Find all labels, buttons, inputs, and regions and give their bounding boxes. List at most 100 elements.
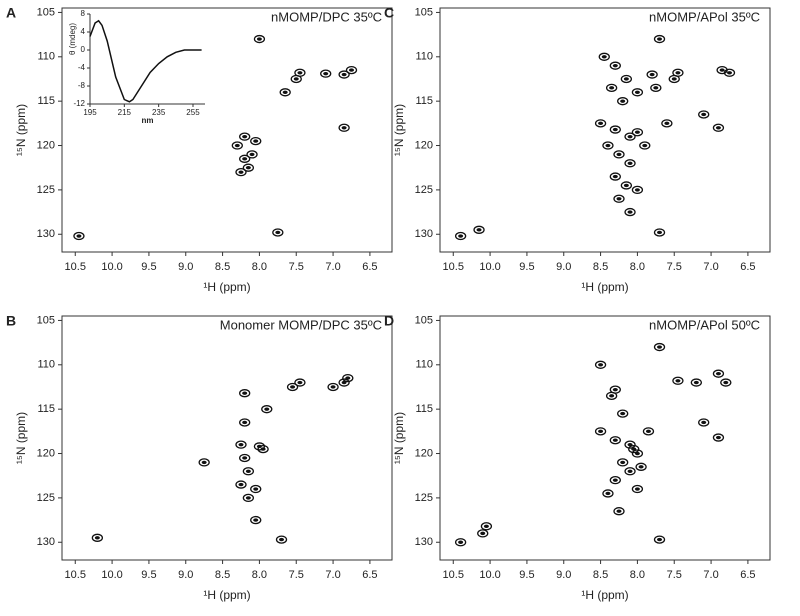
y-tick-label: 130: [415, 536, 433, 548]
peak-contour: [653, 342, 666, 352]
peak: [605, 83, 618, 93]
panel: 10.5 10.0 9.5 9.0 8.5 8.0 7.5 7.0 6.5 105 110 115 12…: [6, 5, 393, 294]
peak: [242, 493, 255, 503]
peak-contour: [609, 394, 615, 398]
peak-contour: [620, 411, 626, 416]
peak: [690, 378, 702, 387]
peak-contour: [657, 230, 663, 235]
peak-contour: [712, 369, 725, 378]
x-tick-label: 10.5: [65, 569, 86, 581]
peak: [594, 427, 607, 436]
peak: [235, 480, 247, 489]
peak-contour: [345, 376, 351, 380]
peak-contour: [239, 132, 251, 141]
peak-contour: [719, 68, 725, 72]
peak-contour: [613, 194, 625, 203]
peak: [639, 141, 651, 150]
peak-contour: [286, 382, 299, 392]
peak-contour: [624, 207, 636, 217]
panel-label: C: [384, 5, 394, 21]
x-tick-label: 10.5: [65, 261, 86, 273]
peak-contour: [264, 407, 270, 411]
peak-contour: [235, 440, 247, 449]
peak-contour: [198, 458, 210, 467]
peak-contour: [261, 405, 273, 414]
peak-contour: [94, 536, 100, 540]
panel-title: Monomer MOMP/DPC 35ºC: [220, 317, 382, 332]
peak-contour: [290, 385, 296, 389]
peak-contour: [279, 88, 291, 97]
plot-frame: [439, 315, 771, 561]
peak: [602, 141, 614, 150]
peak-contour: [605, 491, 611, 496]
peak-contour: [242, 493, 255, 503]
peak-contour: [253, 442, 266, 451]
y-tick-label: 125: [37, 184, 55, 196]
x-tick-label: 7.0: [325, 569, 340, 581]
y-tick-label: 125: [415, 492, 433, 504]
y-tick-label: 120: [415, 447, 433, 459]
peak-contour: [249, 152, 255, 157]
peak-contour: [242, 163, 255, 172]
peak-contour: [623, 77, 629, 81]
peak-contour: [624, 159, 636, 168]
peak-contour: [617, 458, 629, 467]
peak-contour: [250, 136, 262, 146]
inset-x-tick-label: 235: [152, 108, 166, 117]
x-tick-label: 7.0: [325, 261, 340, 273]
peak-contour: [617, 409, 629, 418]
peak-contour: [624, 440, 636, 449]
peak: [646, 70, 658, 79]
peak-contour: [473, 225, 485, 234]
peak-contour: [645, 429, 651, 434]
peak-contour: [609, 125, 621, 134]
peak-contour: [616, 509, 622, 513]
peak: [720, 378, 732, 387]
peak-contour: [76, 234, 82, 238]
peak-contour: [239, 389, 251, 398]
inset-y-label: θ (mdeg): [68, 23, 77, 55]
peak-contour: [664, 121, 670, 126]
y-axis-label: ¹⁵N (ppm): [14, 412, 28, 464]
peak-contour: [242, 467, 255, 476]
x-tick-label: 7.5: [667, 261, 682, 273]
peak-contour: [253, 139, 259, 143]
inset-y-tick-label: -12: [73, 99, 85, 108]
peak-contour: [620, 74, 633, 84]
peak: [477, 529, 489, 538]
peak-contour: [650, 83, 662, 93]
peak-contour: [594, 427, 607, 436]
panel-label: D: [384, 313, 394, 329]
x-tick-label: 9.5: [141, 569, 156, 581]
peak-contour: [594, 119, 607, 128]
peak-contour: [323, 71, 329, 76]
peak-contour: [242, 134, 248, 139]
peak-contour: [239, 418, 251, 427]
peak-contour: [330, 385, 336, 389]
peak-contour: [612, 127, 618, 132]
peak: [650, 83, 662, 93]
y-tick-label: 125: [415, 184, 433, 196]
peak: [609, 436, 621, 445]
peak-contour: [624, 132, 636, 141]
x-tick-label: 6.5: [740, 569, 755, 581]
x-tick-label: 6.5: [362, 261, 377, 273]
y-tick-label: 105: [415, 314, 433, 326]
panel: 10.5 10.0 9.5 9.0 8.5 8.0 7.5 7.0 6.5 105 110 115 12…: [384, 5, 771, 294]
peak-contour: [723, 68, 736, 77]
peak-contour: [598, 121, 604, 126]
peak-contour: [701, 112, 707, 117]
x-tick-label: 9.0: [178, 569, 193, 581]
peak-contour: [293, 77, 299, 81]
peak-contour: [620, 99, 626, 103]
peak-contour: [612, 387, 618, 392]
peak-contour: [726, 71, 732, 75]
peak-contour: [246, 150, 258, 159]
peak: [239, 453, 251, 463]
peak: [602, 489, 614, 498]
peak: [609, 61, 621, 70]
peak: [338, 70, 350, 79]
x-tick-label: 8.0: [630, 569, 645, 581]
y-tick-label: 105: [37, 314, 55, 326]
peak-contour: [476, 228, 482, 232]
